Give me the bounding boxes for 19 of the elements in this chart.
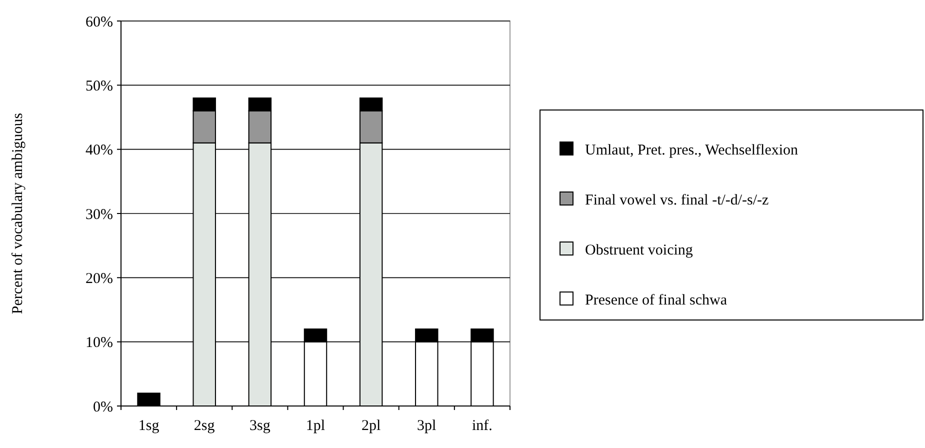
x-tick-label: 3sg [250, 418, 271, 434]
legend-label: Obstruent voicing [585, 242, 694, 258]
x-tick-label: inf. [472, 418, 492, 434]
x-tick-label: 1sg [138, 418, 160, 434]
y-tick-label: 40% [86, 142, 113, 159]
y-tick-label: 30% [86, 206, 113, 223]
y-tick-label: 10% [86, 335, 113, 352]
y-tick-label: 20% [86, 270, 113, 287]
y-axis-title: Percent of vocabulary ambiguous [10, 112, 26, 314]
x-tick-label: 2sg [194, 418, 216, 434]
x-tick-label: 3pl [417, 418, 436, 434]
legend-label: Final vowel vs. final -t/-d/-s/-z [585, 192, 770, 208]
y-tick-label: 0% [93, 399, 113, 416]
x-tick-label: 1pl [306, 418, 326, 434]
y-tick-label: 60% [86, 14, 113, 30]
legend-label: Umlaut, Pret. pres., Wechselflexion [585, 142, 799, 158]
y-tick-label: 50% [86, 78, 113, 94]
legend-label: Presence of final schwa [585, 292, 728, 308]
x-tick-label: 2pl [361, 418, 381, 434]
